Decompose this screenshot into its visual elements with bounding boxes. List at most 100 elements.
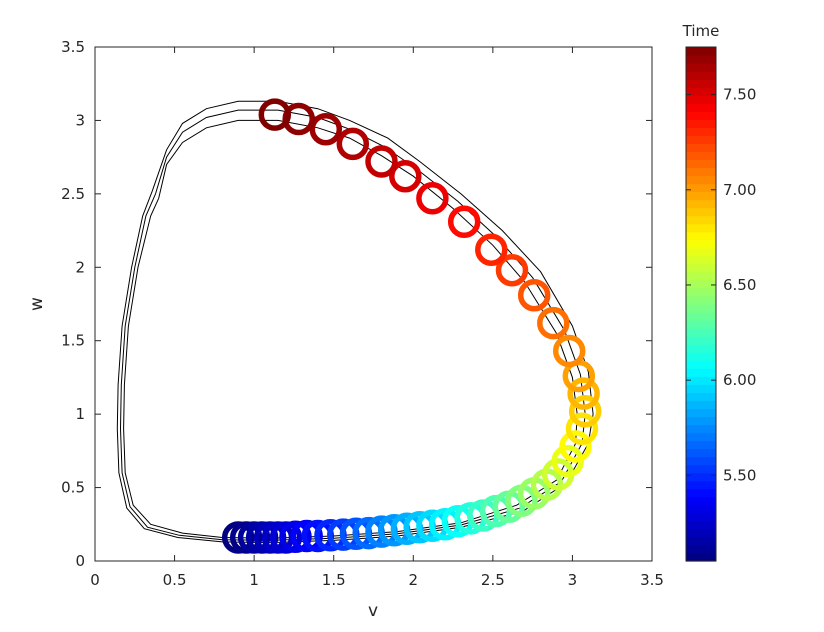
colorbar-segment <box>686 207 716 217</box>
colorbar-segment <box>686 295 716 305</box>
colorbar-segment <box>686 472 716 482</box>
colorbar-segment <box>686 304 716 313</box>
colorbar-tick-label: 6.00 <box>723 371 756 389</box>
time-marker-9 <box>290 519 323 553</box>
colorbar-segment <box>686 344 716 353</box>
y-tick-label: 0 <box>75 552 85 570</box>
x-axis-label: v <box>368 601 378 621</box>
colorbar-segment <box>686 408 716 418</box>
colorbar-segment <box>686 215 716 225</box>
colorbar-segment <box>686 480 716 490</box>
colorbar-segment <box>686 127 716 136</box>
colorbar-segment <box>686 231 716 241</box>
x-tick-label: 2.5 <box>481 571 505 589</box>
colorbar-segment <box>686 400 716 410</box>
time-markers <box>221 98 602 554</box>
y-axis-label: w <box>27 297 47 311</box>
colorbar-segment <box>686 159 716 169</box>
colorbar-segment <box>686 512 716 522</box>
colorbar-segment <box>686 536 716 546</box>
colorbar-segment <box>686 496 716 506</box>
colorbar-segment <box>686 183 716 193</box>
colorbar-segment <box>686 336 716 345</box>
colorbar-segment <box>686 95 716 104</box>
time-marker-44 <box>365 145 398 178</box>
time-marker-46 <box>309 112 343 146</box>
x-tick-label: 3.5 <box>640 571 664 589</box>
y-tick-label: 2 <box>75 258 85 276</box>
colorbar-segment <box>686 247 716 257</box>
colorbar-segment <box>686 368 716 377</box>
time-marker-38 <box>517 278 551 312</box>
colorbar-segment <box>686 199 716 209</box>
colorbar-segment <box>686 552 716 562</box>
colorbar-segment <box>686 223 716 233</box>
colorbar-segment <box>686 432 716 442</box>
colorbar-tick-label: 6.50 <box>723 276 756 294</box>
colorbar-segment <box>686 360 716 369</box>
y-tick-label: 3 <box>75 111 85 129</box>
colorbar-segment <box>686 416 716 426</box>
colorbar-segment <box>686 87 716 96</box>
colorbar-segment <box>686 271 716 281</box>
colorbar-segment <box>686 167 716 177</box>
colorbar-tick-label: 7.50 <box>723 86 756 104</box>
time-marker-45 <box>336 127 370 161</box>
colorbar-title: Time <box>682 22 720 40</box>
colorbar-segment <box>686 376 716 385</box>
colorbar-segment <box>686 456 716 466</box>
colorbar-frame <box>685 46 717 562</box>
colorbar-segment <box>686 424 716 434</box>
colorbar-segment <box>686 151 716 161</box>
colorbar-segment <box>686 239 716 249</box>
colorbar-segment <box>686 544 716 554</box>
x-tick-label: 1.5 <box>322 571 346 589</box>
colorbar-segment <box>686 320 716 329</box>
time-marker-41 <box>447 205 481 239</box>
colorbar-segment <box>686 464 716 474</box>
x-tick-label: 0 <box>90 571 100 589</box>
x-tick-label: 0.5 <box>163 571 187 589</box>
time-marker-31 <box>559 430 592 463</box>
x-tick-label: 3 <box>568 571 578 589</box>
time-marker-36 <box>552 334 586 368</box>
colorbar-segment <box>686 111 716 120</box>
x-tick-label: 2 <box>409 571 419 589</box>
colorbar-segment <box>686 63 716 72</box>
x-tick-label: 1 <box>249 571 259 589</box>
y-tick-label: 0.5 <box>61 479 85 497</box>
colorbar-segment <box>686 440 716 450</box>
time-marker-39 <box>495 253 529 287</box>
colorbar-segment <box>686 263 716 273</box>
colorbar-segment <box>686 488 716 498</box>
colorbar-segment <box>686 279 716 289</box>
time-marker-33 <box>568 394 602 428</box>
colorbar-segment <box>686 175 716 185</box>
trajectory-line-2 <box>119 109 586 541</box>
time-marker-40 <box>475 233 508 266</box>
time-marker-42 <box>416 182 449 215</box>
colorbar-segment <box>686 71 716 80</box>
time-marker-34 <box>567 377 600 410</box>
time-marker-43 <box>389 159 422 193</box>
colorbar-segment <box>686 504 716 514</box>
colorbar-segment <box>686 135 716 144</box>
time-marker-32 <box>565 412 599 446</box>
time-marker-37 <box>537 306 570 340</box>
colorbar-segment <box>686 103 716 112</box>
colorbar-segment <box>686 79 716 88</box>
y-tick-label: 2.5 <box>61 185 85 203</box>
axes-box <box>94 46 653 562</box>
colorbar-segment <box>686 191 716 201</box>
colorbar-segment <box>686 328 716 337</box>
colorbar-segment <box>686 528 716 538</box>
colorbar-segment <box>686 312 716 321</box>
colorbar-segment <box>686 384 716 393</box>
y-tick-label: 1.5 <box>61 332 85 350</box>
y-axis-ticks: 0 0.5 1 1.5 2 2.5 3 3.5 <box>61 38 652 570</box>
colorbar-segment <box>686 448 716 458</box>
time-marker-8 <box>279 520 312 554</box>
colorbar-segment <box>686 55 716 64</box>
colorbar-segment <box>686 143 716 153</box>
